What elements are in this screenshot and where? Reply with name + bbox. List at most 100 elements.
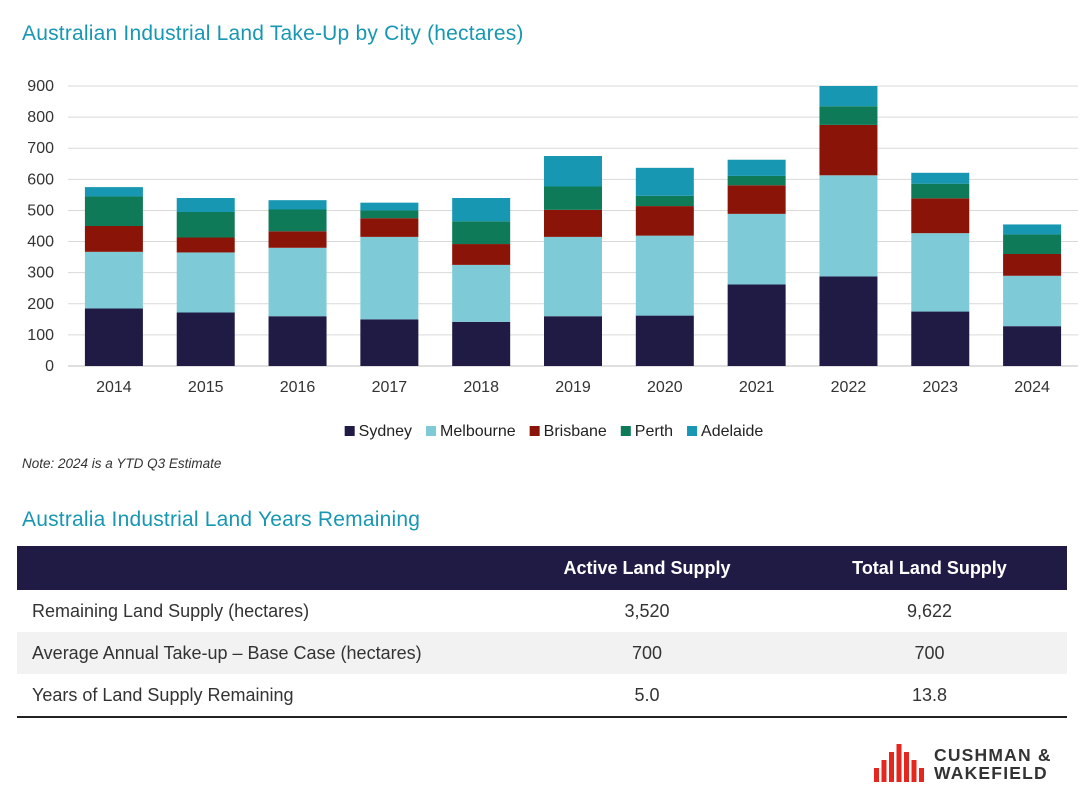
x-tick-label: 2019 — [555, 379, 591, 396]
legend-label-melbourne: Melbourne — [440, 423, 516, 440]
bar-segment-perth — [84, 196, 143, 226]
bar-segment-perth — [176, 212, 235, 238]
y-tick-label: 900 — [27, 78, 54, 95]
row-label: Years of Land Supply Remaining — [17, 674, 502, 718]
bar-segment-brisbane — [544, 209, 602, 237]
table-row: Average Annual Take-up – Base Case (hect… — [17, 632, 1067, 674]
legend-label-sydney: Sydney — [359, 423, 412, 440]
bar-segment-adelaide — [84, 187, 143, 197]
bar-segment-sydney — [911, 311, 970, 366]
y-tick-label: 0 — [45, 358, 54, 375]
y-tick-label: 200 — [27, 296, 54, 313]
legend-swatch-brisbane — [529, 426, 540, 436]
bar-segment-adelaide — [819, 86, 878, 107]
bar-segment-adelaide — [544, 156, 602, 187]
x-tick-label: 2022 — [831, 379, 867, 396]
bar-segment-melbourne — [544, 236, 602, 317]
bar-segment-sydney — [1003, 326, 1062, 366]
bar-segment-sydney — [544, 316, 602, 366]
x-tick-label: 2024 — [1014, 379, 1050, 396]
logo-line-2: WAKEFIELD — [934, 763, 1048, 783]
bar-segment-perth — [268, 209, 327, 232]
bar-segment-brisbane — [635, 206, 694, 236]
y-tick-label: 600 — [27, 171, 54, 188]
bar-segment-perth — [635, 195, 694, 207]
total-supply-value: 700 — [792, 632, 1067, 674]
bar-segment-adelaide — [268, 200, 327, 210]
bar-segment-melbourne — [1003, 275, 1062, 327]
y-axis: 0 100 200 300 400 500 600 700 800 900 — [27, 78, 54, 375]
total-supply-value: 9,622 — [906, 600, 953, 621]
row-label: Average Annual Take-up – Base Case (hect… — [17, 632, 502, 674]
bar-segment-melbourne — [268, 247, 327, 317]
bar-segment-perth — [911, 183, 970, 199]
legend-label-adelaide: Adelaide — [701, 423, 763, 440]
bar-segment-perth — [819, 106, 878, 125]
logo-bar — [874, 768, 879, 782]
table-row: Remaining Land Supply (hectares) 3,520 9… — [17, 590, 1067, 632]
logo-bar — [911, 760, 917, 782]
table-row: Years of Land Supply Remaining 5.0 13.8 — [17, 674, 1067, 718]
bar-segment-sydney — [635, 315, 694, 366]
bar-segment-perth — [452, 221, 511, 245]
y-tick-label: 300 — [27, 265, 54, 282]
x-tick-label: 2017 — [372, 379, 408, 396]
bar-segment-perth — [360, 210, 419, 219]
bar-segment-melbourne — [84, 251, 143, 309]
logo-line-1: CUSHMAN & — [934, 745, 1052, 765]
bar-segment-adelaide — [911, 172, 970, 184]
legend-label-brisbane: Brisbane — [544, 423, 607, 440]
row-label: Remaining Land Supply (hectares) — [32, 600, 310, 621]
x-tick-label: 2023 — [922, 379, 958, 396]
active-supply-value: 5.0 — [502, 674, 792, 718]
x-axis: 2014 2015 2016 2017 2018 2019 2020 2021 2022 2023… — [96, 379, 1050, 396]
bar-segment-melbourne — [176, 252, 235, 313]
legend-swatch-perth — [620, 426, 631, 436]
active-supply-value: 700 — [502, 632, 792, 674]
x-tick-label: 2015 — [188, 379, 224, 396]
bar-segment-perth — [1003, 234, 1062, 254]
bar-segment-sydney — [727, 284, 786, 366]
y-tick-label: 700 — [27, 140, 54, 157]
x-tick-label: 2016 — [280, 379, 316, 396]
bar-segment-adelaide — [727, 159, 786, 176]
legend-swatch-adelaide — [687, 426, 698, 436]
logo-bar — [904, 752, 909, 782]
bar-segment-brisbane — [727, 185, 786, 214]
total-supply-value: 13.8 — [792, 674, 1067, 718]
bars — [84, 86, 1062, 366]
logo-bar — [896, 744, 902, 782]
logo-wordmark: CUSHMAN & WAKEFIELD — [934, 746, 1052, 782]
bar-segment-melbourne — [635, 235, 694, 316]
chart-note: Note: 2024 is a YTD Q3 Estimate — [22, 456, 222, 471]
logo-bar — [881, 760, 887, 782]
bar-segment-adelaide — [635, 167, 694, 196]
legend-label-perth: Perth — [635, 423, 673, 440]
bar-segment-brisbane — [360, 218, 419, 237]
bar-segment-sydney — [819, 276, 878, 366]
bar-segment-melbourne — [727, 213, 786, 285]
bar-segment-sydney — [176, 312, 235, 366]
x-tick-label: 2021 — [739, 379, 775, 396]
header-active-land-supply: Active Land Supply — [502, 546, 792, 590]
bar-segment-sydney — [452, 321, 511, 366]
bar-segment-adelaide — [176, 198, 235, 212]
bar-segment-perth — [544, 186, 602, 210]
bar-segment-sydney — [268, 316, 327, 366]
x-tick-label: 2014 — [96, 379, 132, 396]
bar-segment-brisbane — [819, 124, 878, 176]
logo-bar — [889, 752, 894, 782]
table-title: Australia Industrial Land Years Remainin… — [22, 508, 421, 531]
cushman-wakefield-logo: CUSHMAN & WAKEFIELD — [874, 742, 1064, 786]
y-tick-label: 400 — [27, 234, 54, 251]
legend-swatch-melbourne — [426, 426, 437, 436]
active-supply-value: 3,520 — [624, 600, 670, 621]
logo-mark-icon — [874, 744, 924, 782]
bar-segment-melbourne — [819, 175, 878, 277]
logo-bar — [919, 768, 924, 782]
y-tick-label: 100 — [27, 327, 54, 344]
y-tick-label: 800 — [27, 109, 54, 126]
chart-title: Australian Industrial Land Take-Up by Ci… — [22, 22, 524, 45]
bar-segment-sydney — [360, 319, 419, 366]
